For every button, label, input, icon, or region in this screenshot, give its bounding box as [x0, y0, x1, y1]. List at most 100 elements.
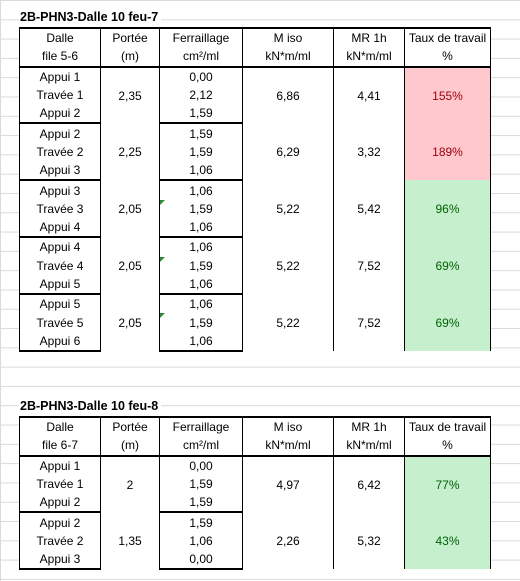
element-label-cell[interactable]: Travée 5 — [19, 313, 101, 332]
ferraillage-cell[interactable]: 1,06 — [159, 274, 243, 296]
header-dalle-unit[interactable]: file 5-6 — [19, 47, 101, 68]
ferraillage-cell[interactable]: 1,59 — [159, 199, 243, 218]
element-label-cell[interactable]: Appui 4 — [19, 237, 101, 257]
element-label-cell[interactable]: Appui 5 — [19, 294, 101, 314]
portee-cell[interactable]: 2,05 — [100, 294, 160, 352]
portee-cell[interactable]: 1,35 — [100, 512, 160, 570]
m-iso-cell[interactable]: 5,22 — [242, 294, 334, 352]
ferraillage-cell[interactable]: 1,06 — [159, 161, 243, 182]
portee-cell[interactable]: 2 — [100, 455, 160, 513]
element-label-cell[interactable]: Appui 2 — [19, 493, 101, 514]
element-label-cell[interactable]: Appui 3 — [19, 180, 101, 200]
element-label-cell[interactable]: Appui 1 — [19, 66, 101, 86]
mr-1h-cell[interactable]: 7,52 — [333, 294, 405, 352]
portee-cell[interactable]: 2,35 — [100, 66, 160, 124]
element-label-cell[interactable]: Travée 2 — [19, 531, 101, 551]
element-label-cell[interactable]: Appui 3 — [19, 161, 101, 182]
error-indicator-icon[interactable] — [160, 256, 165, 262]
element-label-cell[interactable]: Travée 2 — [19, 142, 101, 162]
header-m-iso-unit[interactable]: kN*m/ml — [242, 47, 334, 68]
m-iso-cell[interactable]: 4,97 — [242, 455, 334, 513]
ferraillage-cell[interactable]: 1,06 — [159, 180, 243, 200]
taux-cell[interactable]: 189% — [404, 123, 491, 181]
header-portee[interactable]: Portée — [100, 26, 160, 48]
element-label-cell[interactable]: Appui 2 — [19, 104, 101, 125]
ferraillage-cell[interactable]: 1,06 — [159, 331, 243, 353]
ferraillage-cell[interactable]: 1,59 — [159, 123, 243, 143]
mr-1h-cell[interactable]: 6,42 — [333, 455, 405, 513]
taux-cell[interactable]: 96% — [404, 180, 491, 238]
header-ferraillage[interactable]: Ferraillage — [159, 415, 243, 437]
header-dalle[interactable]: Dalle — [19, 26, 101, 48]
table-title[interactable]: 2B-PHN3-Dalle 10 feu-7 — [19, 8, 162, 26]
ferraillage-cell[interactable]: 1,06 — [159, 294, 243, 314]
taux-cell[interactable]: 155% — [404, 66, 491, 124]
ferraillage-cell[interactable]: 1,59 — [159, 493, 243, 514]
header-m-iso-unit[interactable]: kN*m/ml — [242, 436, 334, 457]
portee-cell[interactable]: 2,05 — [100, 180, 160, 238]
header-mr-1h-unit[interactable]: kN*m/ml — [333, 47, 405, 68]
ferraillage-cell[interactable]: 1,06 — [159, 217, 243, 239]
header-taux-de-travail[interactable]: Taux de travail — [404, 415, 491, 437]
header-taux-de-travail-unit[interactable]: % — [404, 436, 491, 457]
element-label-cell[interactable]: Appui 4 — [19, 217, 101, 239]
m-iso-cell[interactable]: 2,26 — [242, 512, 334, 570]
error-indicator-icon[interactable] — [160, 199, 165, 205]
ferraillage-cell[interactable]: 1,59 — [159, 313, 243, 332]
header-m-iso[interactable]: M iso — [242, 415, 334, 437]
portee-cell[interactable]: 2,05 — [100, 237, 160, 295]
ferraillage-cell[interactable]: 1,06 — [159, 531, 243, 551]
header-portee[interactable]: Portée — [100, 415, 160, 437]
taux-cell[interactable]: 43% — [404, 512, 491, 570]
m-iso-cell[interactable]: 6,29 — [242, 123, 334, 181]
portee-cell[interactable]: 2,25 — [100, 123, 160, 181]
element-label-cell[interactable]: Appui 6 — [19, 331, 101, 353]
ferraillage-cell[interactable]: 1,59 — [159, 104, 243, 125]
mr-1h-cell[interactable]: 5,42 — [333, 180, 405, 238]
header-mr-1h[interactable]: MR 1h — [333, 26, 405, 48]
table-title[interactable]: 2B-PHN3-Dalle 10 feu-8 — [19, 397, 162, 415]
error-indicator-icon[interactable] — [160, 313, 165, 319]
ferraillage-cell[interactable]: 2,12 — [159, 85, 243, 105]
mr-1h-cell[interactable]: 5,32 — [333, 512, 405, 570]
mr-1h-cell[interactable]: 7,52 — [333, 237, 405, 295]
m-iso-cell[interactable]: 6,86 — [242, 66, 334, 124]
header-m-iso[interactable]: M iso — [242, 26, 334, 48]
header-taux-de-travail-unit[interactable]: % — [404, 47, 491, 68]
ferraillage-cell[interactable]: 0,00 — [159, 455, 243, 475]
table-row: Appui 5 2,05 1,06 5,22 7,52 69% — [19, 294, 491, 352]
element-label-cell[interactable]: Appui 3 — [19, 550, 101, 571]
header-dalle-unit[interactable]: file 6-7 — [19, 436, 101, 457]
element-label-cell[interactable]: Appui 2 — [19, 123, 101, 143]
ferraillage-cell[interactable]: 0,00 — [159, 66, 243, 86]
header-taux-de-travail[interactable]: Taux de travail — [404, 26, 491, 48]
ferraillage-cell[interactable]: 1,06 — [159, 237, 243, 257]
taux-cell[interactable]: 69% — [404, 237, 491, 295]
element-label-cell[interactable]: Travée 1 — [19, 85, 101, 105]
taux-cell[interactable]: 69% — [404, 294, 491, 352]
header-portee-unit[interactable]: (m) — [100, 436, 160, 457]
mr-1h-cell[interactable]: 4,41 — [333, 66, 405, 124]
taux-cell[interactable]: 77% — [404, 455, 491, 513]
header-ferraillage[interactable]: Ferraillage — [159, 26, 243, 48]
header-ferraillage-unit[interactable]: cm²/ml — [159, 436, 243, 457]
header-portee-unit[interactable]: (m) — [100, 47, 160, 68]
element-label-cell[interactable]: Appui 1 — [19, 455, 101, 475]
header-mr-1h-unit[interactable]: kN*m/ml — [333, 436, 405, 457]
m-iso-cell[interactable]: 5,22 — [242, 180, 334, 238]
ferraillage-cell[interactable]: 1,59 — [159, 256, 243, 275]
ferraillage-cell[interactable]: 0,00 — [159, 550, 243, 571]
element-label-cell[interactable]: Travée 3 — [19, 199, 101, 218]
header-mr-1h[interactable]: MR 1h — [333, 415, 405, 437]
header-ferraillage-unit[interactable]: cm²/ml — [159, 47, 243, 68]
ferraillage-cell[interactable]: 1,59 — [159, 474, 243, 494]
ferraillage-cell[interactable]: 1,59 — [159, 512, 243, 532]
ferraillage-cell[interactable]: 1,59 — [159, 142, 243, 162]
header-dalle[interactable]: Dalle — [19, 415, 101, 437]
element-label-cell[interactable]: Travée 1 — [19, 474, 101, 494]
m-iso-cell[interactable]: 5,22 — [242, 237, 334, 295]
element-label-cell[interactable]: Travée 4 — [19, 256, 101, 275]
element-label-cell[interactable]: Appui 2 — [19, 512, 101, 532]
mr-1h-cell[interactable]: 3,32 — [333, 123, 405, 181]
element-label-cell[interactable]: Appui 5 — [19, 274, 101, 296]
